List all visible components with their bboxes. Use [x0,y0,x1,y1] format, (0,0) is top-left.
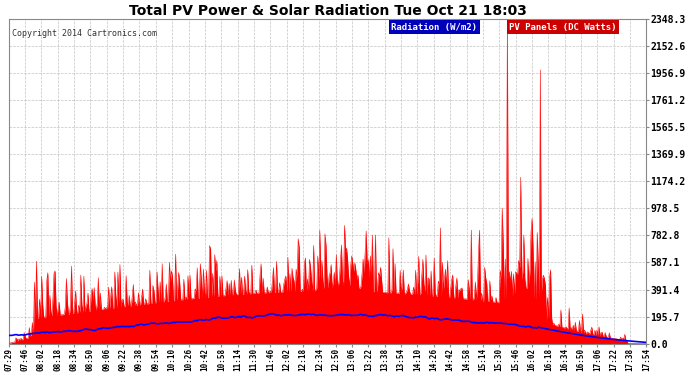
Text: PV Panels (DC Watts): PV Panels (DC Watts) [509,22,617,32]
Title: Total PV Power & Solar Radiation Tue Oct 21 18:03: Total PV Power & Solar Radiation Tue Oct… [128,4,526,18]
Text: Radiation (W/m2): Radiation (W/m2) [391,22,477,32]
Text: Copyright 2014 Cartronics.com: Copyright 2014 Cartronics.com [12,29,157,38]
